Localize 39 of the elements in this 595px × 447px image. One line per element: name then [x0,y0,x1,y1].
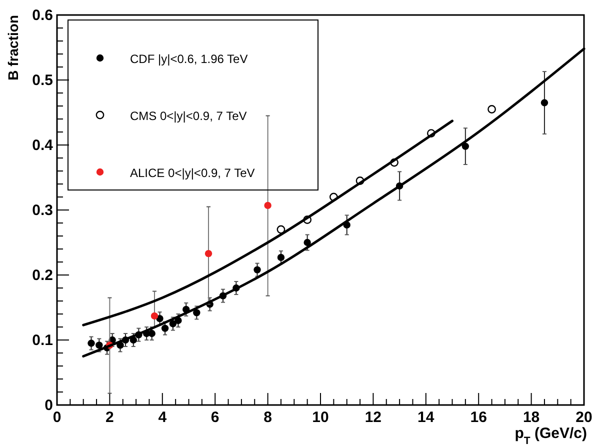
point [254,266,261,274]
point [150,312,158,320]
y-tick-label: 0.6 [32,7,53,24]
point [96,342,103,349]
y-tick-label: 0.1 [32,332,53,349]
point [88,340,95,347]
point [169,320,177,328]
point [204,250,212,258]
legend-label: CDF |y|<0.6, 1.96 TeV [130,52,248,66]
x-tick-label: 20 [576,409,592,426]
point [277,254,285,262]
point [156,314,164,322]
point [462,142,470,150]
x-tick-label: 8 [264,409,272,426]
x-tick-label: 12 [364,409,382,426]
x-tick-label: 6 [210,409,220,426]
y-tick-label: 0.5 [32,72,53,89]
point [148,330,156,338]
point [276,225,286,234]
point [488,105,496,114]
y-axis-title: B fraction [5,15,21,80]
point [304,238,311,246]
y-tick-label: 0.4 [32,137,54,154]
x-axis-title: p$_{T}$ (GeV/c) [514,425,588,447]
x-tick-label: 4 [158,409,168,426]
x-tick-label: 10 [312,409,329,426]
point [193,309,200,316]
legend-label: CMS 0<|y|<0.9, 7 TeV [130,109,247,123]
y-tick-label: 0 [44,397,53,414]
y-tick-label: 0.2 [32,267,53,284]
point [161,324,169,332]
x-tick-label: 16 [470,409,487,426]
legend-label: ALICE 0<|y|<0.9, 7 TeV [130,166,255,180]
x-tick-label: 18 [522,409,540,426]
x-tick-label: 2 [106,409,114,426]
point [540,99,548,106]
point [264,202,272,210]
y-tick-label: 0.3 [32,202,53,219]
x-tick-label: 14 [418,409,435,426]
